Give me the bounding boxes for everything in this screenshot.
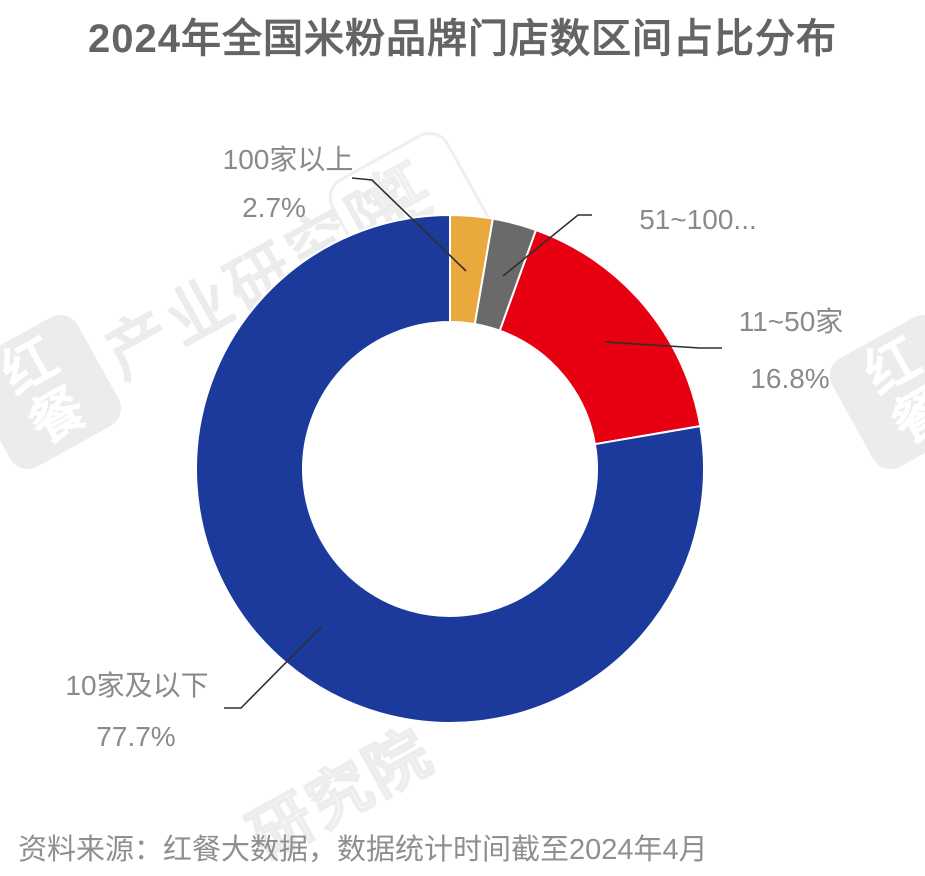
source-note: 资料来源：红餐大数据，数据统计时间截至2024年4月	[18, 834, 708, 866]
slice-10家及以下[interactable]	[195, 214, 705, 724]
leader-line-11-50	[604, 341, 722, 349]
slice-label-11-50: 11~50家	[738, 306, 844, 337]
page-title: 2024年全国米粉品牌门店数区间占比分布	[88, 17, 837, 61]
slice-percent-100plus: 2.7%	[242, 192, 306, 223]
donut-slices	[195, 214, 705, 724]
leader-line-100plus	[351, 177, 467, 272]
slice-label-100plus: 100家以上	[222, 144, 354, 175]
leader-line-51-100	[502, 214, 592, 277]
slice-11~50家[interactable]	[498, 229, 702, 446]
slice-label-51-100: 51~100...	[639, 204, 757, 235]
slice-label-10below: 10家及以下	[65, 670, 209, 701]
slice-percent-11-50: 16.8%	[750, 363, 830, 394]
leader-line-10below	[224, 625, 323, 709]
slice-percent-10below: 77.7%	[96, 721, 176, 752]
